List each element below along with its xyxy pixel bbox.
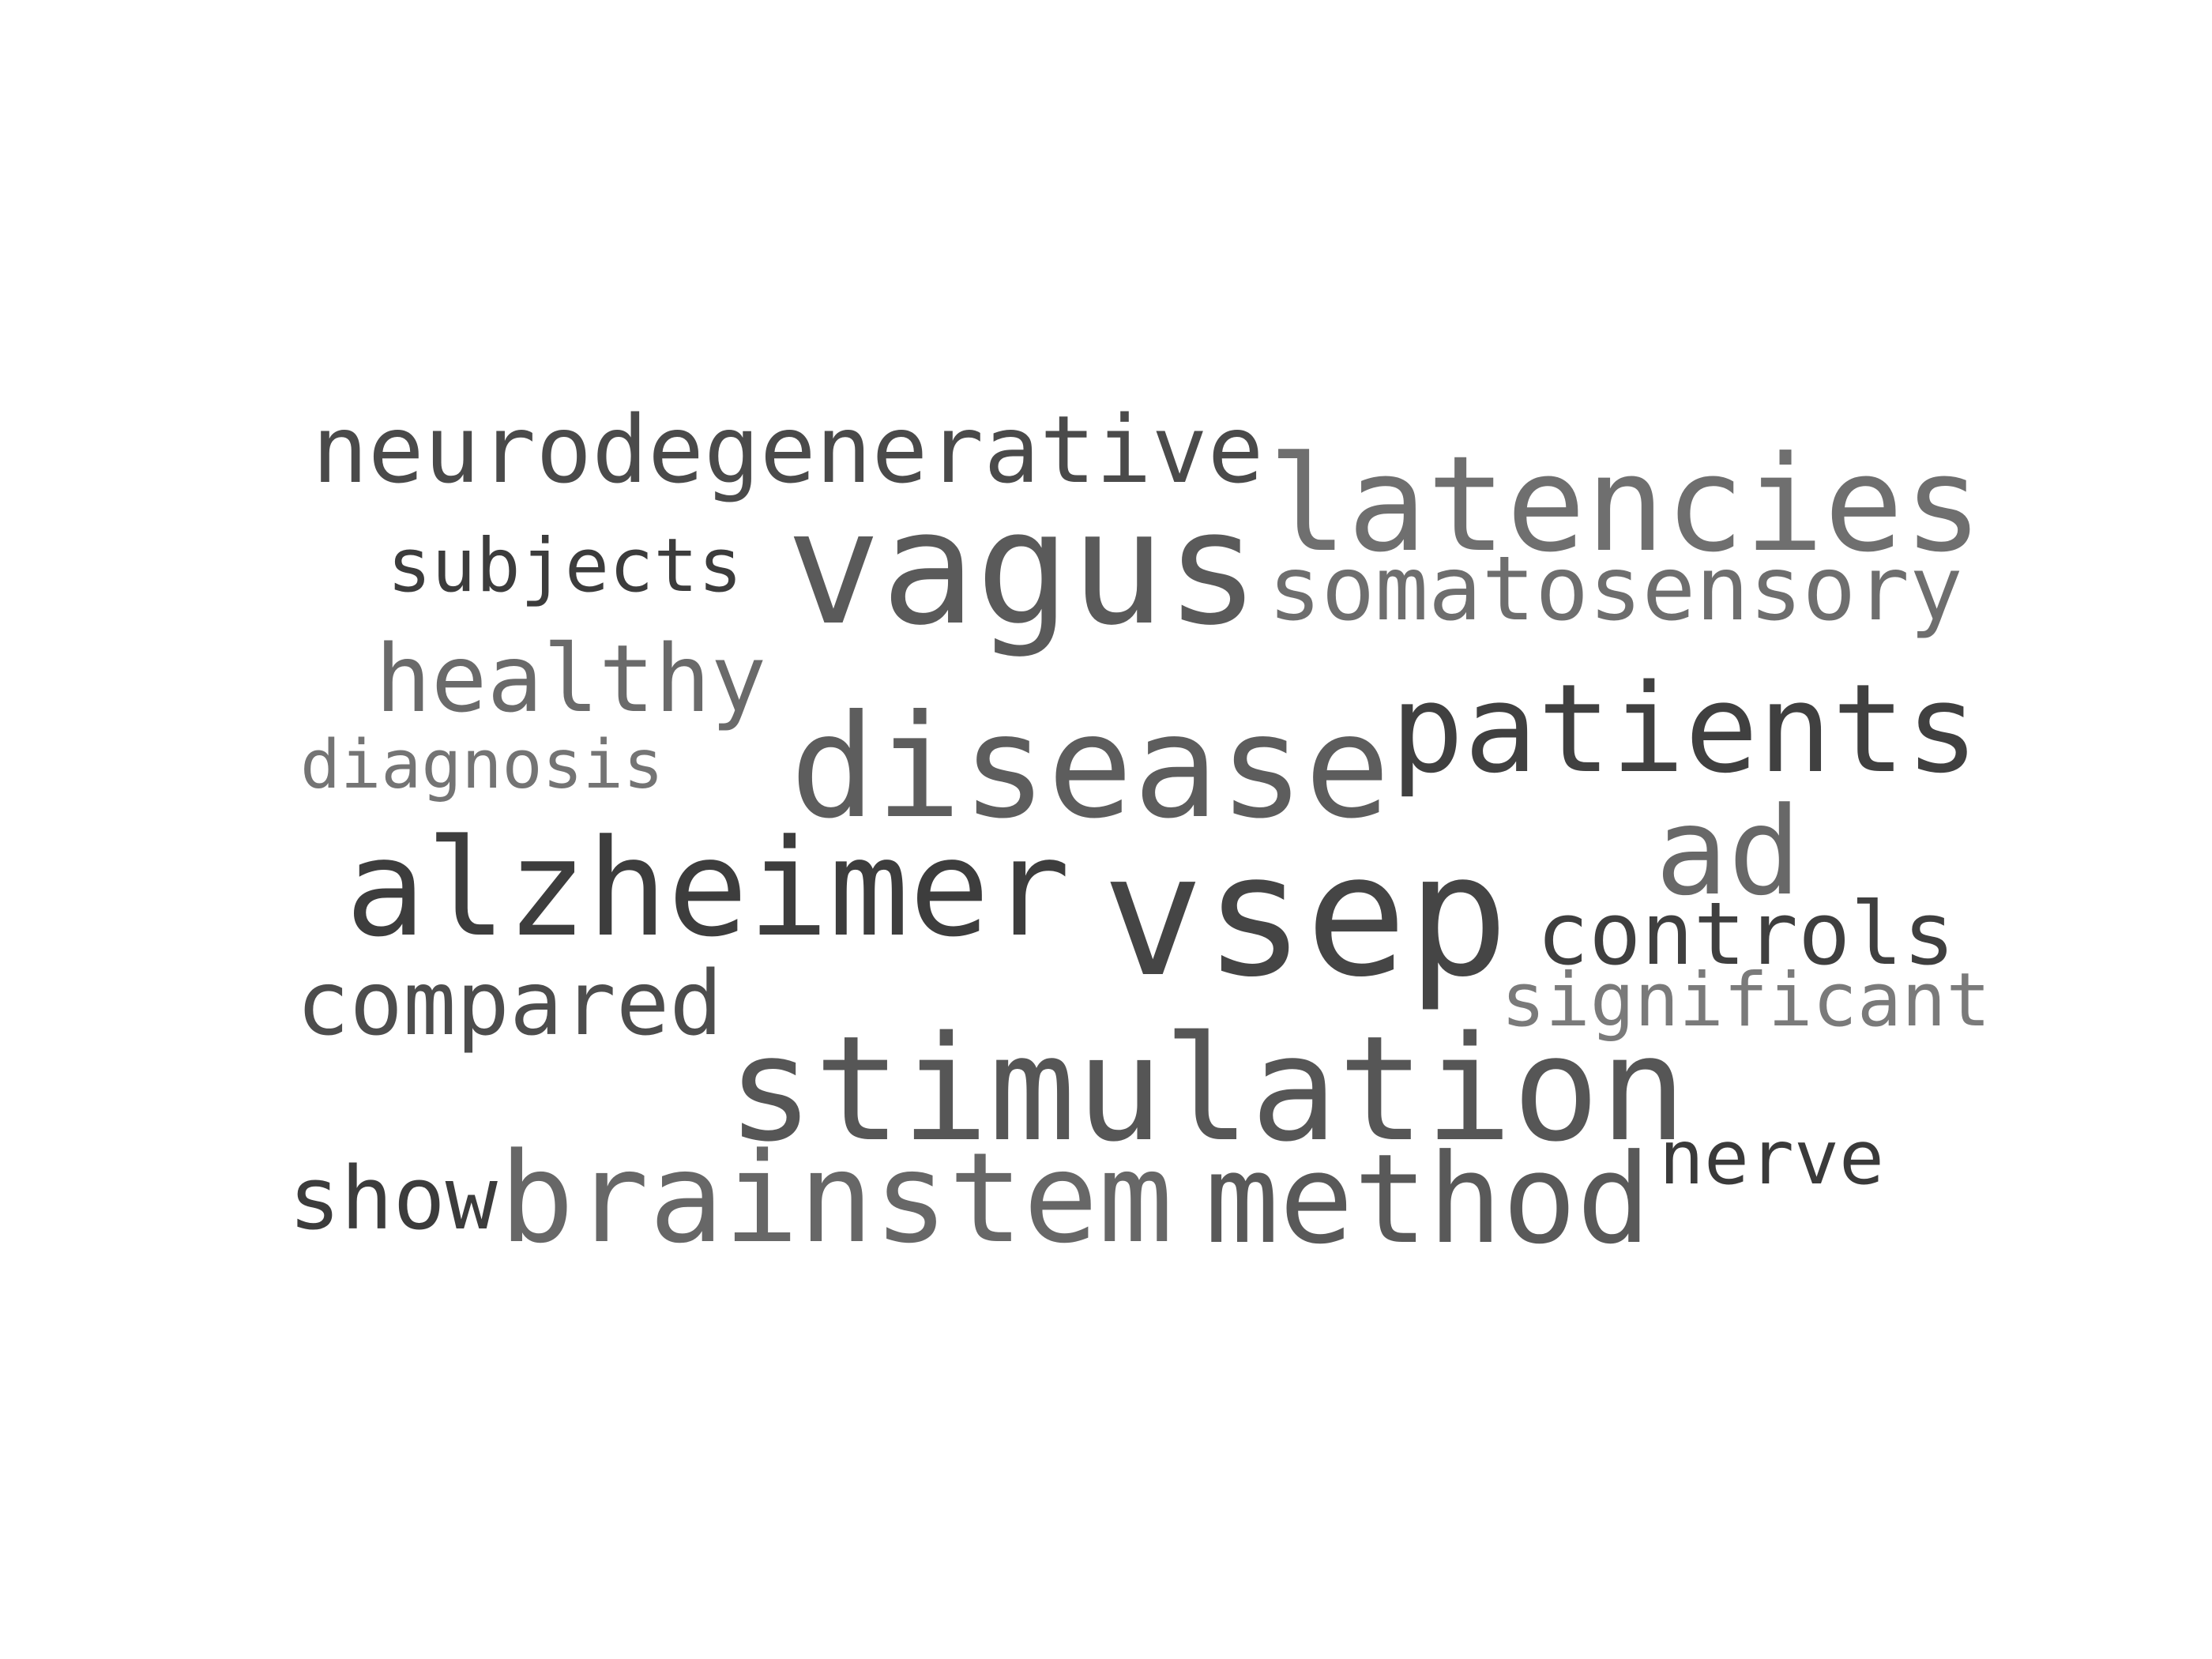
word-somatosensory: somatosensory xyxy=(1268,537,1963,641)
word-diagnosis: diagnosis xyxy=(300,726,664,805)
word-ad: ad xyxy=(1655,781,1801,924)
word-brainstem: brainstem xyxy=(499,1127,1173,1272)
word-controls: controls xyxy=(1537,883,1955,984)
word-patients: patients xyxy=(1390,658,1980,801)
word-show: show xyxy=(288,1148,498,1249)
word-significant: significant xyxy=(1501,957,1991,1044)
word-method: method xyxy=(1205,1127,1651,1271)
word-stimulation: stimulation xyxy=(727,1006,1687,1175)
word-vsep: vsep xyxy=(1102,818,1509,1014)
word-latencies: latencies xyxy=(1268,428,1983,582)
word-disease: disease xyxy=(790,683,1390,850)
word-nerve: nerve xyxy=(1659,1115,1885,1202)
word-compared: compared xyxy=(296,953,723,1056)
word-subjects: subjects xyxy=(387,523,743,610)
word-alzheimer: alzheimer xyxy=(345,810,1070,966)
word-neurodegenerative: neurodegenerative xyxy=(312,395,1264,504)
word-vagus: vagus xyxy=(786,476,1260,660)
word-healthy: healthy xyxy=(375,625,767,733)
